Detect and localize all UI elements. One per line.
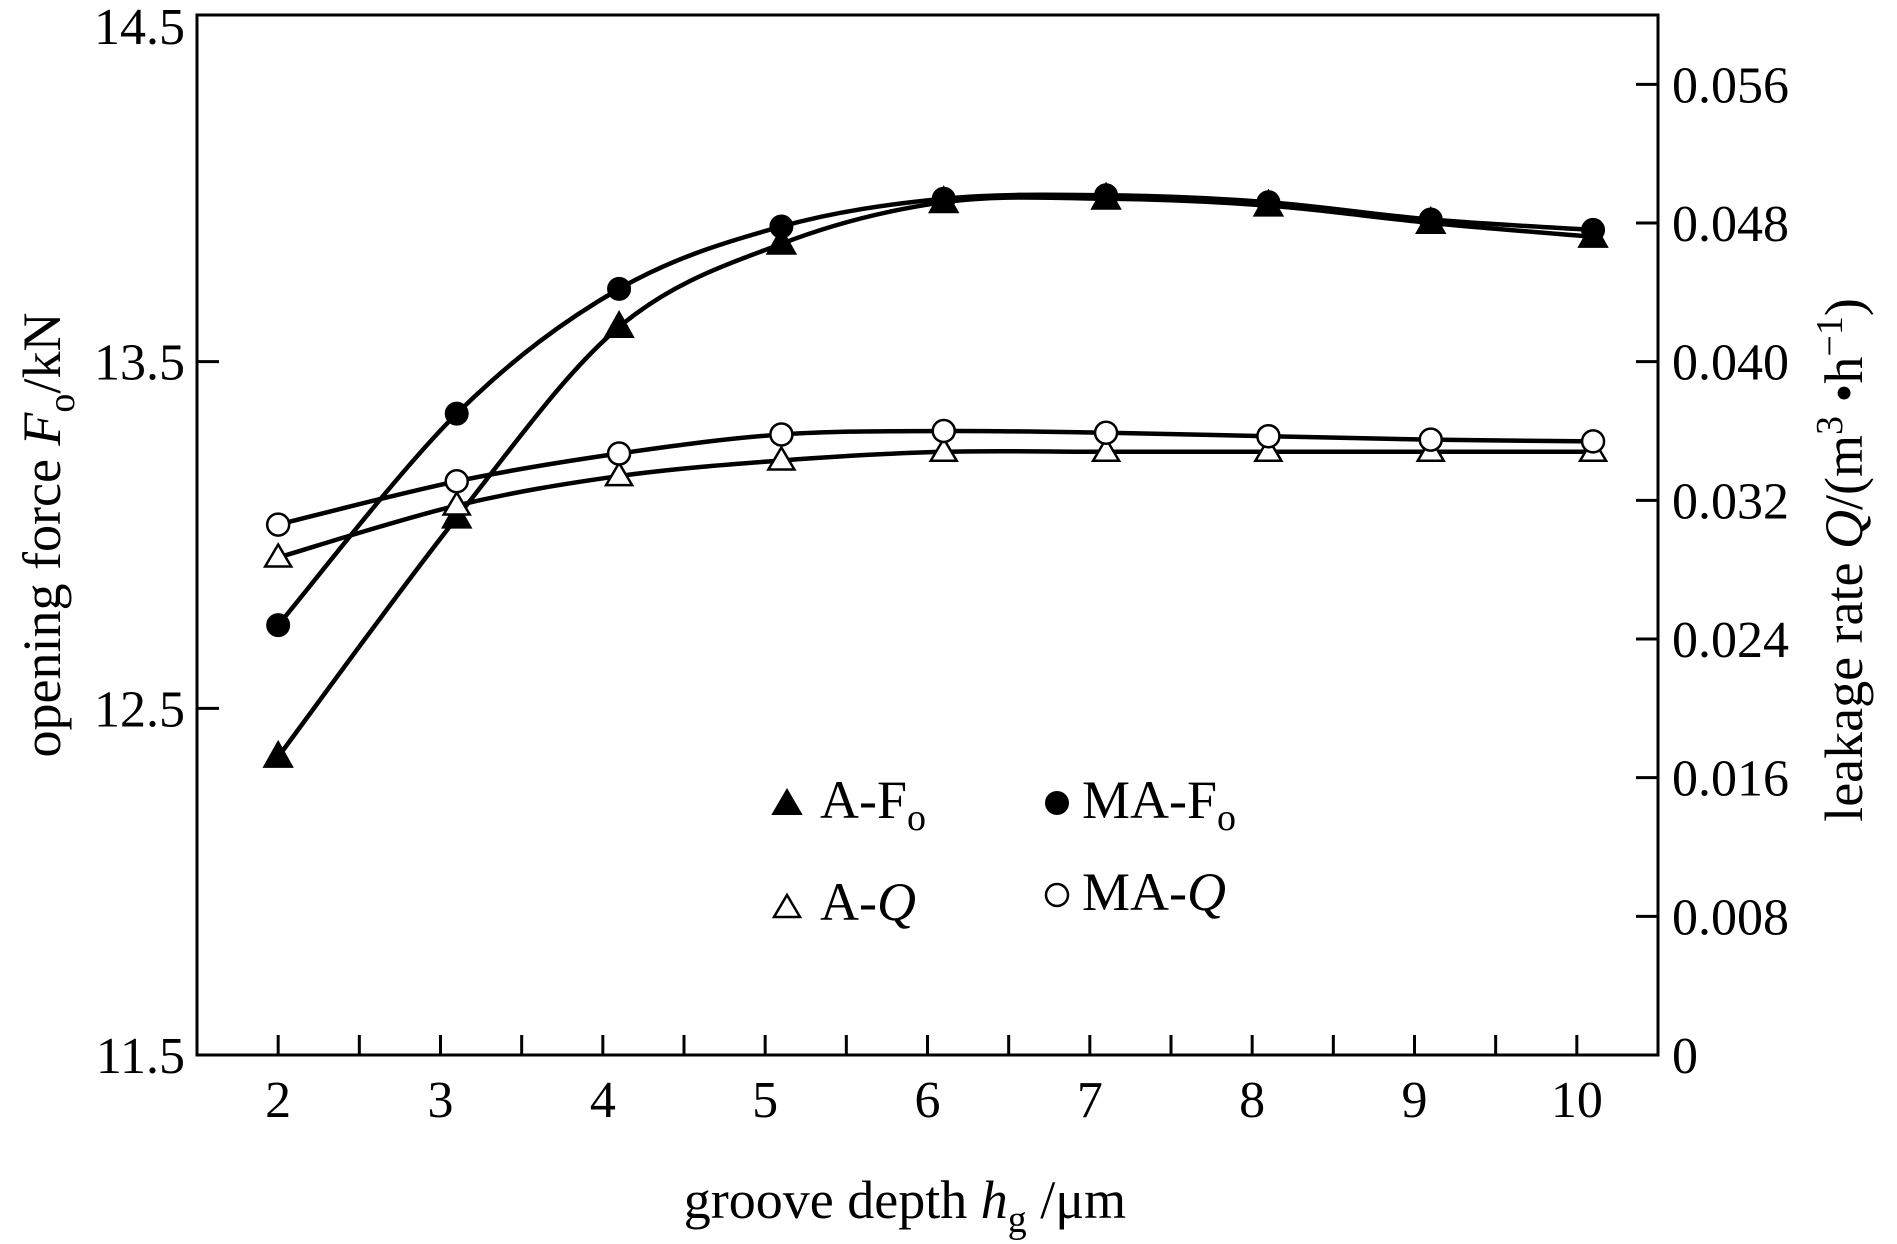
data-point-circle-filled: [1581, 217, 1606, 242]
x-tick-label: 6: [915, 1072, 941, 1129]
x-tick-label: 3: [428, 1072, 454, 1129]
y-right-axis-title: leakage rate Q/(m3 •h−1): [1809, 298, 1874, 822]
data-point-circle-filled: [1094, 183, 1119, 208]
legend-item-a-fo: A-Fo: [771, 770, 926, 839]
data-point-triangle-open: [603, 460, 635, 487]
data-point-triangle-filled: [262, 739, 294, 768]
y-left-tick-label: 11.5: [96, 1028, 185, 1085]
data-point-circle-open: [265, 512, 291, 537]
y-left-tick-label: 13.5: [94, 335, 185, 392]
y-right-tick-label: 0.056: [1672, 57, 1789, 114]
data-point-triangle-filled: [765, 226, 798, 255]
triangle-filled-marker: [771, 788, 803, 815]
data-point-triangle-open: [1090, 436, 1122, 463]
x-tick-label: 7: [1077, 1072, 1103, 1129]
series-1: [266, 183, 1606, 638]
y-left-tick-label: 12.5: [94, 681, 185, 738]
y-left-axis-title: opening force Fo/kN: [12, 313, 83, 758]
series-line: [277, 448, 1594, 560]
plot-frame: [195, 13, 1660, 1057]
data-point-circle-filled: [769, 214, 794, 239]
data-point-triangle-open: [262, 542, 294, 568]
y-right-tick-label: 0.008: [1672, 889, 1789, 946]
legend-item-ma-q: MA-Q: [1044, 862, 1226, 922]
x-tick-label: 2: [265, 1072, 291, 1129]
data-point-triangle-open: [1253, 436, 1284, 463]
legend-label-a-fo: A-Fo: [820, 770, 926, 839]
x-axis-title: groove depth hg /μm: [684, 1170, 1126, 1241]
data-point-circle-open: [606, 441, 632, 466]
circle-open-marker: [1044, 882, 1070, 908]
data-point-circle-filled: [1256, 190, 1281, 215]
x-tick-label: 10: [1551, 1072, 1603, 1129]
data-point-circle-filled: [607, 276, 632, 301]
y-right-tick-label: 0.016: [1672, 751, 1789, 808]
x-tick-label: 4: [590, 1072, 616, 1129]
y-right-tick-label: 0.048: [1672, 196, 1789, 253]
series-line: [276, 192, 1594, 627]
data-point-circle-open: [1093, 420, 1119, 445]
data-point-triangle-open: [766, 445, 797, 471]
data-point-circle-filled: [1418, 207, 1443, 232]
legend-label-ma-q: MA-Q: [1082, 862, 1226, 922]
circle-filled-marker: [1045, 791, 1069, 815]
data-point-triangle-open: [441, 490, 472, 516]
x-tick-label: 5: [752, 1072, 778, 1129]
y-right-tick-label: 0: [1672, 1028, 1698, 1085]
y-right-tick-label: 0.040: [1672, 335, 1789, 392]
data-point-circle-open: [1418, 427, 1443, 452]
series-line: [277, 428, 1594, 527]
data-point-triangle-open: [928, 436, 959, 463]
y-right-tick-label: 0.024: [1672, 612, 1789, 669]
legend-item-ma-fo: MA-Fo: [1045, 770, 1236, 839]
data-point-circle-open: [931, 418, 956, 444]
legend: A-Fo MA-Fo A-Q MA-Q: [771, 770, 1236, 932]
data-point-circle-open: [444, 469, 469, 494]
triangle-open-marker: [771, 892, 803, 919]
series-2: [262, 436, 1609, 568]
legend-item-a-q: A-Q: [771, 872, 916, 932]
data-point-circle-filled: [444, 401, 469, 426]
data-point-circle-open: [1256, 423, 1281, 449]
series-3: [265, 418, 1606, 537]
legend-label-a-q: A-Q: [820, 872, 916, 932]
y-left-axis-ticks: 11.5 12.5 13.5 14.5: [94, 0, 219, 1085]
legend-label-ma-fo: MA-Fo: [1082, 770, 1236, 839]
data-point-circle-open: [1580, 429, 1606, 454]
x-tick-label: 8: [1239, 1072, 1265, 1129]
data-point-circle-filled: [266, 613, 291, 638]
x-tick-label: 9: [1402, 1072, 1428, 1129]
x-axis-ticks: 2 3 4 5 6 7 8 9 10: [265, 1035, 1603, 1129]
data-point-circle-filled: [931, 186, 956, 211]
y-left-tick-label: 14.5: [94, 0, 185, 56]
y-right-axis-ticks: 0 0.008 0.016 0.024 0.032 0.040 0.048 0.056: [1636, 57, 1789, 1085]
data-point-triangle-filled: [603, 309, 635, 338]
data-point-circle-open: [769, 422, 794, 447]
y-right-tick-label: 0.032: [1672, 473, 1789, 530]
series-layer: [262, 181, 1609, 768]
